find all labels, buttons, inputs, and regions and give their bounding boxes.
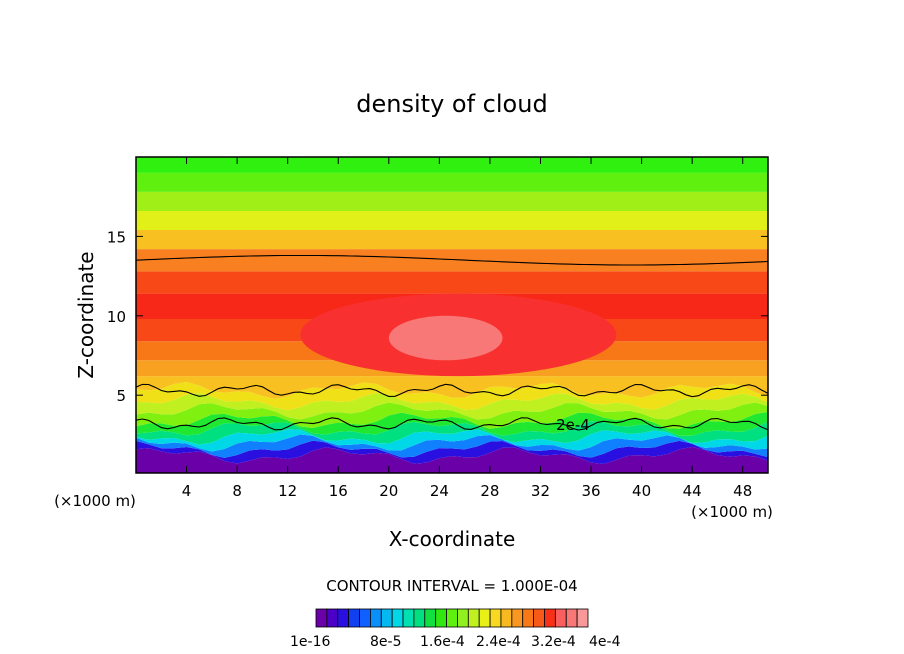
colorbar-swatch xyxy=(391,608,404,628)
colorbar-swatch xyxy=(565,608,578,628)
contour-fill xyxy=(136,157,768,473)
contour-band xyxy=(136,271,768,294)
colorbar-swatch xyxy=(348,608,360,628)
contour-interval-text: CONTOUR INTERVAL = 1.000E-04 xyxy=(326,577,577,595)
x-tick-label: 4 xyxy=(182,482,192,500)
colorbar-label: 8e-5 xyxy=(370,634,401,650)
chart-title: density of cloud xyxy=(356,90,547,118)
colorbar-swatch xyxy=(402,608,415,628)
colorbar xyxy=(315,608,589,628)
x-unit-label-left: (×1000 m) xyxy=(54,492,136,510)
colorbar-label: 2.4e-4 xyxy=(476,634,521,650)
contour-band xyxy=(136,381,768,411)
colorbar-swatch xyxy=(435,608,447,628)
contour-lines xyxy=(135,254,769,431)
colorbar-swatch xyxy=(424,608,437,628)
colorbar-swatch xyxy=(554,608,567,628)
colorbar-swatch xyxy=(511,608,524,628)
contour-band xyxy=(136,210,768,231)
contour-band xyxy=(136,412,768,436)
contour-band xyxy=(136,230,768,250)
colorbar-swatch xyxy=(315,608,328,628)
contour-band xyxy=(136,421,768,445)
x-tick-label: 48 xyxy=(733,482,752,500)
contour-band xyxy=(136,402,768,429)
contour-band xyxy=(136,446,768,473)
contour-band xyxy=(136,392,768,420)
y-tick-label: 5 xyxy=(116,387,126,405)
colorbar-swatch xyxy=(489,608,502,628)
x-tick-label: 8 xyxy=(232,482,242,500)
contour-line xyxy=(135,417,769,431)
colorbar-swatch xyxy=(533,608,545,628)
plot-frame xyxy=(135,156,769,474)
x-tick-label: 16 xyxy=(329,482,348,500)
colorbar-swatch xyxy=(544,608,556,628)
x-unit-label-right: (×1000 m) xyxy=(691,503,773,521)
colorbar-swatch xyxy=(478,608,491,628)
colorbar-swatch xyxy=(446,608,458,628)
y-tick-label: 10 xyxy=(107,308,126,326)
colorbar-swatch xyxy=(467,608,480,628)
core-density-region xyxy=(388,315,503,361)
x-tick-label: 44 xyxy=(683,482,702,500)
contour-band xyxy=(136,376,768,399)
contour-line xyxy=(135,254,769,266)
colorbar-swatch xyxy=(457,608,469,628)
contour-line-label: 2e-4 xyxy=(556,416,590,434)
contour-band xyxy=(136,191,768,211)
x-axis-label: X-coordinate xyxy=(389,527,516,551)
y-axis-label: Z-coordinate xyxy=(74,251,98,378)
colorbar-label: 3.2e-4 xyxy=(531,634,576,650)
x-tick-label: 36 xyxy=(581,482,600,500)
colorbar-labels: 1e-16 8e-5 1.6e-4 2.4e-4 3.2e-4 4e-4 xyxy=(290,634,621,650)
colorbar-label: 1e-16 xyxy=(290,634,330,650)
colorbar-swatch xyxy=(500,608,513,628)
x-tick-label: 32 xyxy=(531,482,550,500)
contour-band xyxy=(136,249,768,272)
y-axis: 5 10 15 xyxy=(107,228,768,405)
colorbar-label: 4e-4 xyxy=(589,634,621,650)
colorbar-swatch xyxy=(522,608,534,628)
colorbar-swatch xyxy=(337,608,350,628)
y-tick-label: 15 xyxy=(107,228,126,246)
contour-line xyxy=(135,383,769,398)
x-tick-label: 28 xyxy=(480,482,499,500)
x-tick-label: 12 xyxy=(278,482,297,500)
contour-band xyxy=(136,172,768,192)
contour-band xyxy=(136,157,768,173)
contour-band xyxy=(136,434,768,458)
colorbar-swatch xyxy=(369,608,382,628)
colorbar-swatch xyxy=(413,608,426,628)
x-tick-label: 24 xyxy=(430,482,449,500)
colorbar-swatch xyxy=(576,608,589,628)
contour-band xyxy=(136,429,768,452)
x-axis: 4 8 12 16 20 24 28 32 36 40 44 48 xyxy=(182,157,752,500)
colorbar-label: 1.6e-4 xyxy=(420,634,465,650)
colorbar-swatch xyxy=(359,608,371,628)
contour-band xyxy=(136,440,768,464)
colorbar-swatch xyxy=(380,608,393,628)
x-tick-label: 20 xyxy=(379,482,398,500)
colorbar-swatch xyxy=(326,608,339,628)
x-tick-label: 40 xyxy=(632,482,651,500)
